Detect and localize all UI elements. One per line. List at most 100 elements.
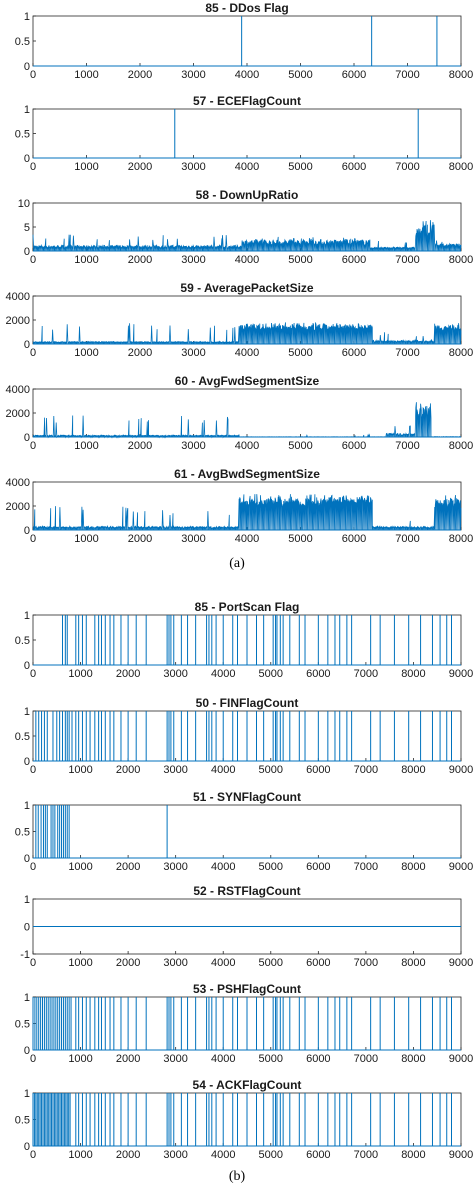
x-tick-label: 6000 [342,533,366,545]
x-tick-label: 5000 [259,1053,283,1065]
x-tick-label: 1000 [74,533,98,545]
x-tick-label: 3000 [181,347,205,359]
x-tick-label: 5000 [288,347,312,359]
x-tick-label: 9000 [449,1149,473,1161]
y-tick-label: 2000 [6,315,30,327]
x-tick-label: 7000 [395,440,419,452]
x-tick-label: 3000 [181,69,205,81]
x-tick-label: 9000 [449,861,473,873]
x-tick-label: 8000 [449,347,473,359]
x-tick-label: 7000 [354,668,378,680]
x-tick-label: 8000 [449,533,473,545]
x-tick-label: 2000 [116,1053,140,1065]
x-tick-label: 8000 [449,440,473,452]
x-tick-label: 3000 [163,861,187,873]
x-tick-label: 5000 [259,861,283,873]
y-tick-label: 2000 [6,501,30,513]
x-tick-label: 1000 [68,1053,92,1065]
x-tick-label: 2000 [116,764,140,776]
series-line [32,322,462,345]
x-tick-label: 1000 [68,668,92,680]
x-tick-label: 4000 [211,861,235,873]
x-tick-label: 6000 [306,764,330,776]
plot-area [32,804,462,859]
y-tick-label: 0.5 [15,1115,30,1127]
x-tick-label: 3000 [163,1053,187,1065]
subplot-1: 85 - DDos Flag 0 1000 2000 3000 4000 5000 6000 7… [15,1,474,81]
y-tick-label: 0.5 [15,36,30,48]
x-tick-label: 6000 [342,347,366,359]
y-tick-label: 1 [24,706,30,718]
x-tick-label: 5000 [288,69,312,81]
x-tick-label: 3000 [163,668,187,680]
x-tick-label: 6000 [342,254,366,266]
x-tick-label: 7000 [354,1149,378,1161]
x-tick-label: 3000 [181,254,205,266]
y-tick-label: 1 [24,1088,30,1100]
x-tick-label: 8000 [401,1149,425,1161]
x-tick-label: 2000 [128,69,152,81]
x-tick-label: 4000 [235,440,259,452]
x-tick-label: 9000 [449,668,473,680]
subplot-12: 54 - ACKFlagCount 0 1000 2000 3000 4000 5000 60… [15,1078,474,1161]
subplot-2: 57 - ECEFlagCount 0 1000 2000 3000 4000 5000 60… [15,94,474,173]
x-tick-label: 6000 [306,668,330,680]
x-tick-label: 3000 [181,161,205,173]
x-tick-label: 9000 [449,764,473,776]
x-tick-label: 7000 [395,347,419,359]
x-tick-label: 4000 [235,347,259,359]
subplot-title: 57 - ECEFlagCount [193,94,301,108]
y-tick-label: 0 [24,853,30,865]
x-tick-label: 2000 [116,1149,140,1161]
x-tick-label: 1000 [74,161,98,173]
x-tick-label: 2000 [116,861,140,873]
x-tick-label: 6000 [306,1053,330,1065]
x-tick-label: 2000 [128,533,152,545]
y-tick-label: 10 [18,198,30,210]
subplot-title: 52 - RSTFlagCount [193,884,300,898]
y-tick-label: 0 [24,61,30,73]
x-tick-label: 0 [30,764,36,776]
subplot-6: 61 - AvgBwdSegmentSize 0 1000 2000 3000 4000 5… [6,467,474,545]
x-tick-label: 4000 [235,161,259,173]
x-tick-label: 1000 [74,440,98,452]
series-line [32,494,462,531]
x-tick-label: 8000 [401,861,425,873]
x-tick-label: 4000 [211,957,235,969]
y-tick-label: 0 [24,660,30,672]
x-tick-label: 8000 [449,161,473,173]
y-tick-label: 0 [24,525,30,537]
x-tick-label: 0 [30,1149,36,1161]
subplot-title: 51 - SYNFlagCount [193,790,301,804]
x-tick-label: 2000 [128,347,152,359]
x-tick-label: 6000 [342,161,366,173]
caption-a: (a) [229,556,245,571]
subplot-title: 53 - PSHFlagCount [193,982,301,996]
x-tick-label: 5000 [259,957,283,969]
plot-area [32,388,462,438]
series-line [32,220,462,252]
subplot-9: 51 - SYNFlagCount 0 1000 2000 3000 4000 5000 60… [15,790,474,873]
y-tick-label: 0 [24,246,30,258]
x-tick-label: 0 [30,347,36,359]
x-tick-label: 7000 [395,254,419,266]
x-tick-label: 5000 [259,1149,283,1161]
x-tick-label: 1000 [74,347,98,359]
x-tick-label: 4000 [211,764,235,776]
x-tick-label: 5000 [288,533,312,545]
x-tick-label: 4000 [211,1149,235,1161]
y-tick-label: 1 [24,610,30,622]
x-tick-label: 7000 [354,1053,378,1065]
x-tick-label: 3000 [163,957,187,969]
y-tick-label: 1 [24,992,30,1004]
plot-area [32,15,462,67]
subplot-title: 50 - FINFlagCount [196,696,299,710]
x-tick-label: 6000 [342,440,366,452]
x-tick-label: 8000 [401,668,425,680]
x-tick-label: 0 [30,533,36,545]
x-tick-label: 4000 [211,1053,235,1065]
y-tick-label: 0 [24,153,30,165]
x-tick-label: 2000 [128,440,152,452]
x-tick-label: 6000 [306,861,330,873]
y-tick-label: 0 [24,756,30,768]
